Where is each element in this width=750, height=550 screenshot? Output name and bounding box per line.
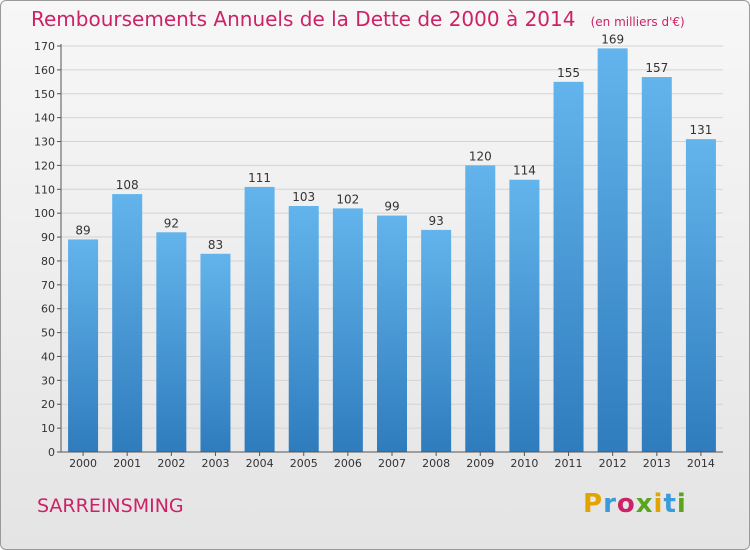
x-tick-label: 2010 bbox=[510, 457, 538, 470]
logo-letter: o bbox=[616, 489, 636, 519]
y-tick-label: 20 bbox=[41, 398, 55, 411]
place-name: SARREINSMING bbox=[37, 495, 184, 517]
x-tick-label: 2013 bbox=[643, 457, 671, 470]
data-label: 114 bbox=[513, 164, 536, 178]
x-tick-label: 2011 bbox=[555, 457, 583, 470]
bar bbox=[288, 206, 319, 452]
y-tick-label: 120 bbox=[34, 159, 55, 172]
y-tick-label: 140 bbox=[34, 112, 55, 125]
data-label: 93 bbox=[428, 214, 443, 228]
data-label: 120 bbox=[469, 149, 492, 163]
unit-note: (en milliers d'€) bbox=[590, 15, 685, 29]
x-tick-label: 2012 bbox=[599, 457, 627, 470]
bar bbox=[421, 229, 452, 452]
logo-letter: x bbox=[635, 489, 654, 519]
bar bbox=[200, 253, 231, 452]
x-tick-label: 2005 bbox=[290, 457, 318, 470]
x-tick-label: 2001 bbox=[113, 457, 141, 470]
bar bbox=[112, 194, 143, 452]
y-tick-label: 50 bbox=[41, 327, 55, 340]
x-tick-label: 2002 bbox=[157, 457, 185, 470]
chart-title: Remboursements Annuels de la Dette de 20… bbox=[31, 7, 576, 31]
logo-letter: P bbox=[583, 489, 604, 519]
data-label: 92 bbox=[164, 216, 179, 230]
bar bbox=[641, 77, 672, 452]
data-label: 157 bbox=[645, 61, 668, 75]
data-label: 108 bbox=[116, 178, 139, 192]
bar bbox=[597, 48, 628, 452]
y-tick-label: 40 bbox=[41, 350, 55, 363]
data-label: 103 bbox=[292, 190, 315, 204]
y-tick-label: 90 bbox=[41, 231, 55, 244]
x-tick-label: 2007 bbox=[378, 457, 406, 470]
chart-title-row: Remboursements Annuels de la Dette de 20… bbox=[31, 7, 685, 31]
y-tick-label: 130 bbox=[34, 136, 55, 149]
data-label: 102 bbox=[336, 192, 359, 206]
x-tick-label: 2006 bbox=[334, 457, 362, 470]
x-tick-label: 2003 bbox=[201, 457, 229, 470]
y-tick-label: 30 bbox=[41, 374, 55, 387]
x-tick-label: 2009 bbox=[466, 457, 494, 470]
axes: 0 10 20 30 40 50 60 70 80 90 100 110 120 130 140 150 160… bbox=[34, 40, 723, 470]
y-tick-label: 150 bbox=[34, 88, 55, 101]
data-label: 131 bbox=[689, 123, 712, 137]
y-tick-label: 110 bbox=[34, 183, 55, 196]
y-tick-label: 160 bbox=[34, 64, 55, 77]
data-label: 83 bbox=[208, 238, 223, 252]
bars bbox=[68, 48, 716, 453]
labels: 89 108 92 83 111 103 102 99 93 120 114 155 169 157 131 bbox=[75, 32, 712, 251]
bar bbox=[332, 208, 363, 452]
y-tick-label: 10 bbox=[41, 422, 55, 435]
bar bbox=[244, 186, 275, 452]
data-label: 99 bbox=[384, 200, 399, 214]
y-tick-label: 170 bbox=[34, 40, 55, 53]
data-label: 169 bbox=[601, 32, 624, 46]
bar bbox=[685, 139, 716, 452]
bar bbox=[68, 239, 99, 452]
data-label: 111 bbox=[248, 171, 271, 185]
bar bbox=[377, 215, 407, 452]
logo-letter: t bbox=[663, 489, 677, 519]
y-tick-label: 80 bbox=[41, 255, 55, 268]
x-tick-label: 2000 bbox=[69, 457, 97, 470]
x-tick-label: 2004 bbox=[246, 457, 274, 470]
logo-letter: r bbox=[603, 489, 617, 519]
x-tick-label: 2008 bbox=[422, 457, 450, 470]
x-tick-label: 2014 bbox=[687, 457, 715, 470]
y-tick-label: 100 bbox=[34, 207, 55, 220]
bar bbox=[465, 165, 496, 453]
data-label: 155 bbox=[557, 66, 580, 80]
proxiti-logo: Proxiti bbox=[583, 489, 687, 519]
bar bbox=[553, 81, 584, 452]
logo-letter: i bbox=[676, 489, 687, 519]
y-tick-label: 70 bbox=[41, 279, 55, 292]
logo-letter: i bbox=[653, 489, 664, 519]
bar bbox=[156, 232, 187, 452]
y-tick-label: 60 bbox=[41, 303, 55, 316]
data-label: 89 bbox=[75, 223, 90, 237]
y-tick-label: 0 bbox=[48, 446, 55, 459]
bar bbox=[509, 179, 540, 452]
